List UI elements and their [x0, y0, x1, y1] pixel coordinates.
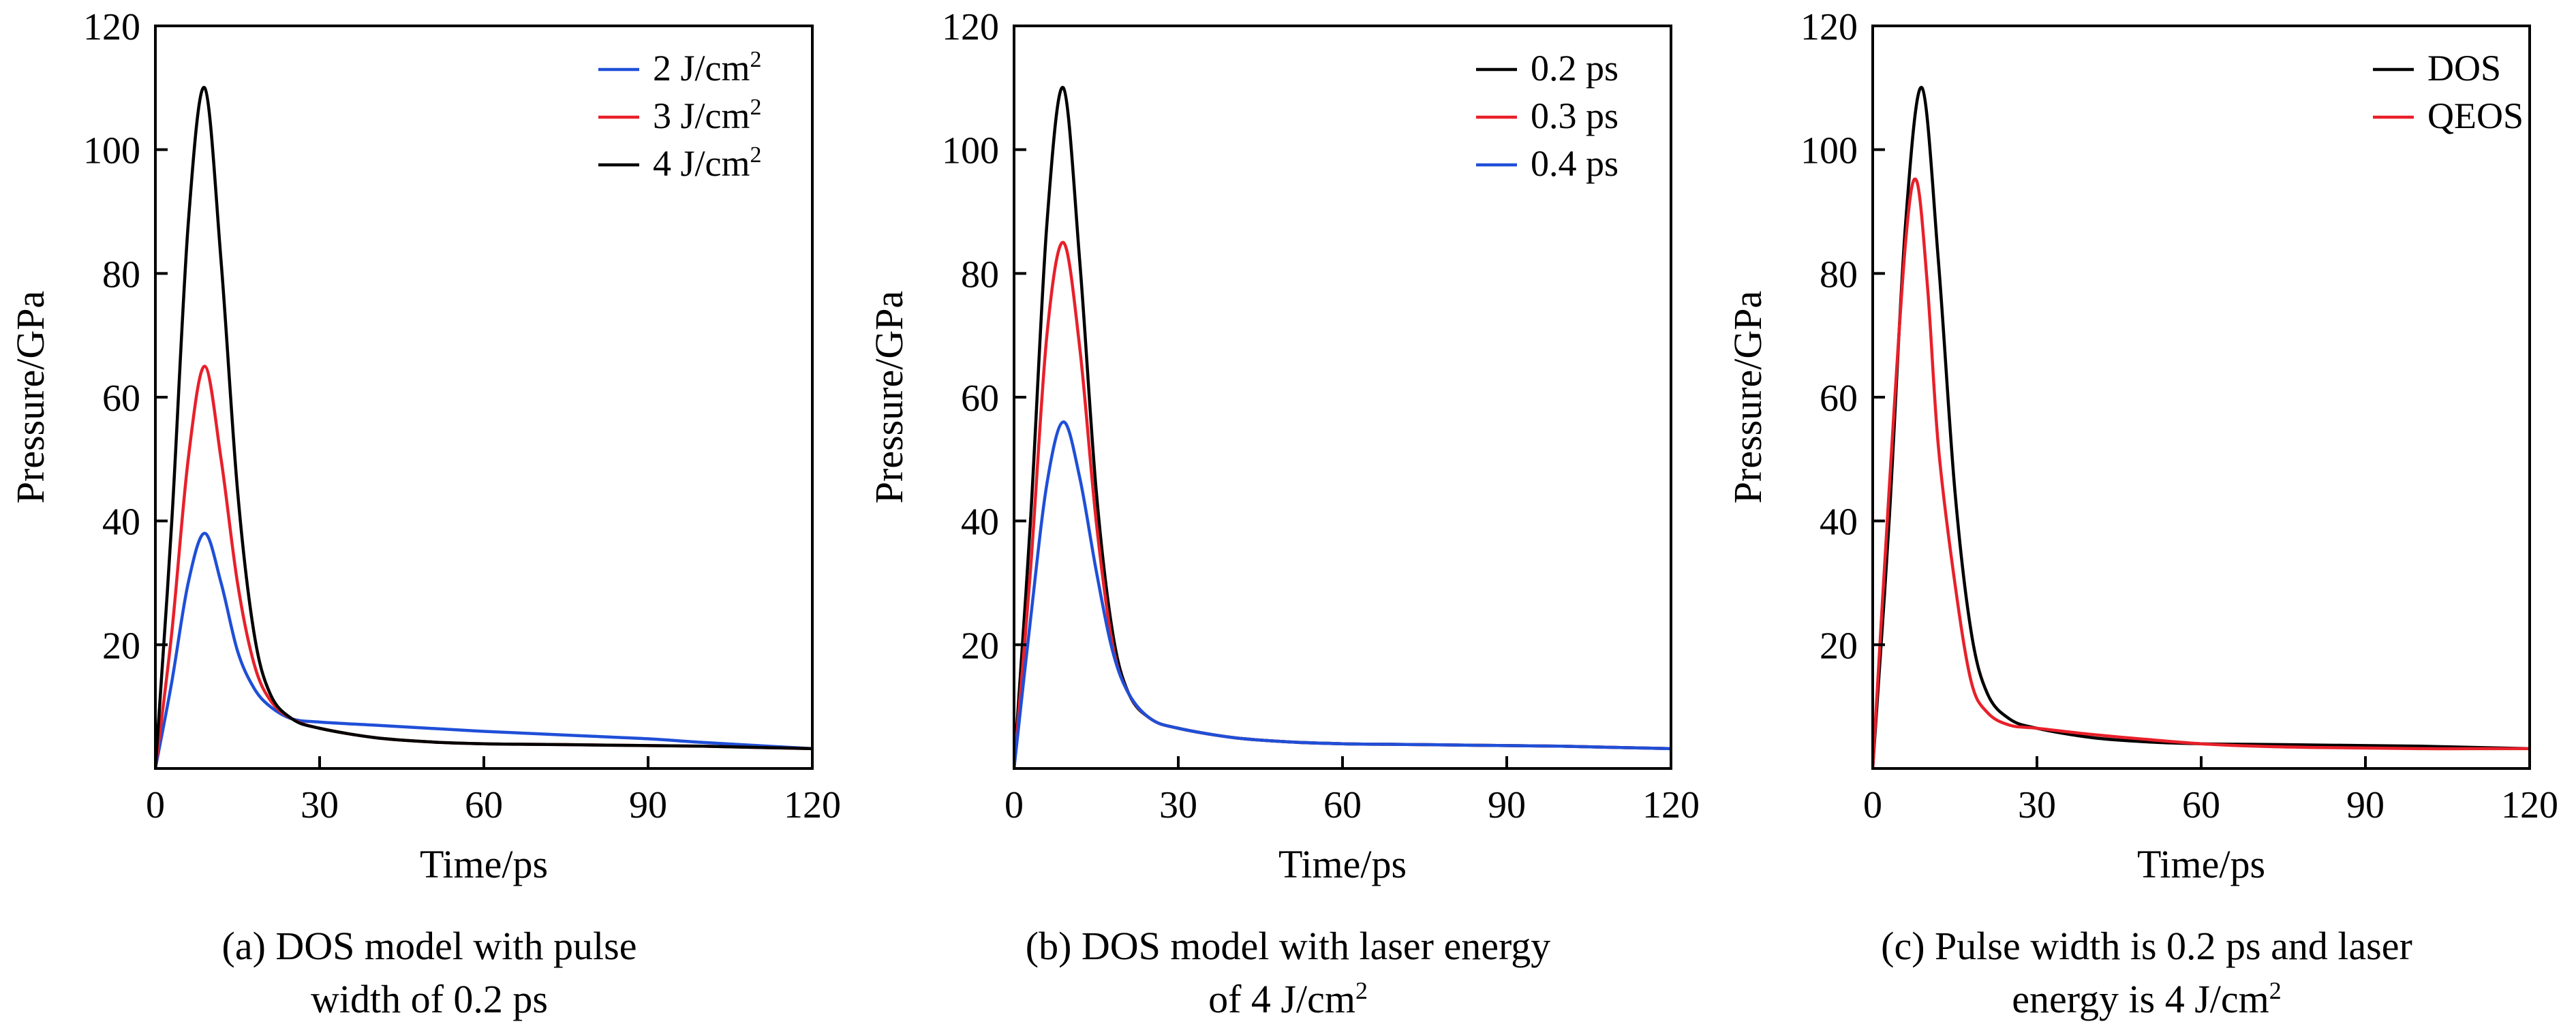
x-tick-label: 60	[2182, 784, 2220, 826]
series-line-2	[155, 364, 812, 768]
y-tick-label: 120	[83, 6, 140, 48]
y-tick-label: 60	[961, 377, 999, 420]
chart-panel-a: 20 40 60 80 100 120 0 30 60 90 120 Time/ps Pressure/…	[0, 0, 859, 1026]
legend-label-3: 0.4 ps	[1531, 143, 1619, 184]
series-line-1	[1873, 86, 2530, 768]
series-line-2	[1014, 240, 1671, 768]
x-tick-label: 60	[465, 784, 503, 826]
y-tick-label: 80	[102, 253, 140, 296]
caption-b-line-2: of 4 J/cm2	[1208, 977, 1368, 1021]
caption-c: (c) Pulse width is 0.2 ps and laser ener…	[1717, 920, 2576, 1026]
y-tick-label: 20	[102, 625, 140, 667]
caption-a-line-2: width of 0.2 ps	[311, 977, 548, 1021]
y-axis-label: Pressure/GPa	[1726, 291, 1770, 504]
x-axis-label: Time/ps	[2137, 842, 2265, 886]
caption-a: (a) DOS model with pulse width of 0.2 ps	[0, 920, 859, 1026]
x-tick-label: 120	[1642, 784, 1700, 826]
caption-c-line-2: energy is 4 J/cm2	[2012, 977, 2282, 1021]
legend-label-2: 3 J/cm2	[653, 95, 762, 136]
series-group	[1873, 86, 2530, 768]
y-axis-label: Pressure/GPa	[867, 291, 911, 504]
plot-frame	[154, 25, 814, 770]
y-tick-label: 60	[1820, 377, 1858, 420]
series-line-1	[1014, 86, 1671, 768]
x-tick-label: 90	[2346, 784, 2385, 826]
y-tick-label: 20	[961, 625, 999, 667]
chart-a: 20 40 60 80 100 120 0 30 60 90 120 Time/ps Pressure/…	[8, 6, 841, 886]
y-tick-label: 100	[1800, 130, 1858, 172]
y-tick-label: 40	[961, 501, 999, 544]
series-line-1	[155, 531, 812, 768]
x-tick-label: 60	[1323, 784, 1362, 826]
chart-c: 20 40 60 80 100 120 0 30 60 90 120 Time/ps Pressure/…	[1726, 6, 2558, 886]
x-tick-label: 30	[1159, 784, 1197, 826]
x-tick-label: 90	[1488, 784, 1526, 826]
legend-label-2: QEOS	[2427, 95, 2524, 136]
x-tick-label: 120	[2501, 784, 2558, 826]
y-tick-label: 80	[1820, 253, 1858, 296]
x-tick-label: 90	[629, 784, 667, 826]
plot-frame	[1013, 25, 1672, 770]
series-group	[155, 86, 812, 768]
caption-a-line-1: (a) DOS model with pulse	[221, 924, 637, 968]
legend-label-3: 4 J/cm2	[653, 142, 762, 184]
y-tick-label: 20	[1820, 625, 1858, 667]
chart-panel-c: 20 40 60 80 100 120 0 30 60 90 120 Time/ps Pressure/…	[1717, 0, 2576, 1026]
y-tick-label: 120	[942, 6, 999, 48]
y-tick-label: 80	[961, 253, 999, 296]
y-tick-label: 120	[1800, 6, 1858, 48]
legend-label-1: DOS	[2427, 48, 2501, 89]
series-line-3	[155, 86, 812, 768]
y-axis-label: Pressure/GPa	[8, 291, 52, 504]
x-tick-label: 0	[1005, 784, 1024, 826]
chart-panel-b: 20 40 60 80 100 120 0 30 60 90 120 Time/ps Pressure/…	[859, 0, 1717, 1026]
plot-frame	[1871, 25, 2531, 770]
caption-b: (b) DOS model with laser energy of 4 J/c…	[859, 920, 1717, 1026]
y-tick-label: 60	[102, 377, 140, 420]
caption-b-line-1: (b) DOS model with laser energy	[1025, 924, 1551, 968]
legend-label-1: 0.2 ps	[1531, 48, 1619, 89]
x-tick-label: 0	[1863, 784, 1882, 826]
x-tick-label: 120	[784, 784, 841, 826]
caption-c-line-1: (c) Pulse width is 0.2 ps and laser	[1881, 924, 2412, 968]
legend-label-2: 0.3 ps	[1531, 95, 1619, 136]
y-tick-label: 40	[1820, 501, 1858, 544]
x-tick-label: 30	[2018, 784, 2056, 826]
legend-label-1: 2 J/cm2	[653, 47, 762, 89]
series-line-2	[1873, 177, 2530, 768]
y-tick-label: 40	[102, 501, 140, 544]
y-tick-label: 100	[83, 130, 140, 172]
chart-b: 20 40 60 80 100 120 0 30 60 90 120 Time/ps Pressure/…	[867, 6, 1700, 886]
x-tick-label: 0	[146, 784, 165, 826]
series-group	[1014, 86, 1671, 768]
x-axis-label: Time/ps	[1278, 842, 1407, 886]
series-line-3	[1014, 420, 1671, 768]
y-tick-label: 100	[942, 130, 999, 172]
x-tick-label: 30	[301, 784, 339, 826]
x-axis-label: Time/ps	[420, 842, 548, 886]
